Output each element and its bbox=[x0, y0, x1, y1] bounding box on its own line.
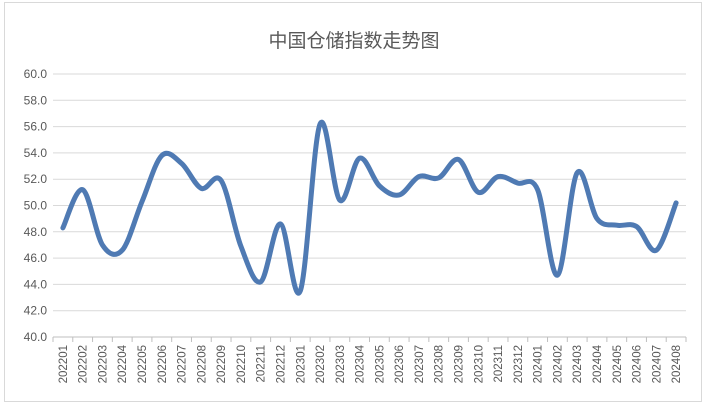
x-tick-label: 202402 bbox=[552, 345, 564, 383]
grid-layer bbox=[53, 73, 686, 338]
x-tick-label: 202401 bbox=[533, 345, 545, 383]
x-tick-label: 202208 bbox=[196, 345, 208, 383]
x-tick-label: 202304 bbox=[355, 344, 367, 383]
y-tick-label: 48.0 bbox=[24, 225, 48, 239]
x-tick-label: 202212 bbox=[275, 345, 287, 383]
chart-canvas: 中国仓储指数走势图 40.0 42.0 44.0 46.0 48.0 50.0 52.0 54… bbox=[24, 30, 687, 383]
x-tick-label: 202305 bbox=[374, 345, 386, 383]
x-tick-label: 202201 bbox=[58, 345, 70, 383]
y-tick-label: 56.0 bbox=[24, 120, 48, 134]
chart-title: 中国仓储指数走势图 bbox=[268, 30, 439, 52]
y-tick-label: 50.0 bbox=[24, 199, 48, 213]
x-tick-label: 202405 bbox=[612, 345, 624, 383]
x-tick-label: 202206 bbox=[157, 345, 169, 383]
y-tick-label: 54.0 bbox=[24, 146, 48, 160]
series-layer bbox=[60, 119, 679, 296]
y-tick-label: 46.0 bbox=[24, 251, 48, 265]
y-tick-label: 52.0 bbox=[24, 172, 48, 186]
x-tick-label: 202307 bbox=[414, 345, 426, 383]
x-tick-label: 202210 bbox=[236, 345, 248, 383]
y-tick-label: 60.0 bbox=[24, 67, 48, 81]
x-axis-ticks: 202201 202202 202203 202204 202205 202206 2022… bbox=[52, 337, 687, 383]
y-axis-ticks: 40.0 42.0 44.0 46.0 48.0 50.0 52.0 54.0 56.0 58.0… bbox=[24, 67, 48, 344]
x-tick-label: 202403 bbox=[572, 345, 584, 383]
x-tick-label: 202303 bbox=[335, 345, 347, 383]
y-tick-label: 40.0 bbox=[24, 330, 48, 344]
x-tick-label: 202205 bbox=[137, 345, 149, 383]
y-tick-label: 44.0 bbox=[24, 277, 48, 291]
x-tick-label: 202204 bbox=[117, 344, 129, 383]
y-tick-label: 42.0 bbox=[24, 304, 48, 318]
x-tick-label: 202309 bbox=[454, 345, 466, 383]
x-tick-label: 202211 bbox=[256, 345, 268, 383]
x-tick-label: 202203 bbox=[97, 345, 109, 383]
x-tick-label: 202404 bbox=[592, 344, 604, 383]
x-tick-label: 202310 bbox=[473, 345, 485, 383]
x-tick-label: 202312 bbox=[513, 345, 525, 383]
x-tick-label: 202302 bbox=[315, 345, 327, 383]
x-tick-label: 202301 bbox=[295, 345, 307, 383]
chart-frame: 中国仓储指数走势图 40.0 42.0 44.0 46.0 48.0 50.0 52.0 54… bbox=[4, 2, 702, 402]
x-tick-label: 202311 bbox=[493, 345, 505, 383]
x-tick-label: 202306 bbox=[394, 345, 406, 383]
y-tick-label: 58.0 bbox=[24, 93, 48, 107]
x-tick-label: 202406 bbox=[632, 345, 644, 383]
x-tick-label: 202209 bbox=[216, 345, 228, 383]
series-line bbox=[60, 119, 679, 296]
x-tick-label: 202308 bbox=[434, 345, 446, 383]
x-tick-label: 202202 bbox=[78, 345, 90, 383]
x-tick-label: 202408 bbox=[671, 345, 683, 383]
x-tick-label: 202207 bbox=[177, 345, 189, 383]
x-tick-label: 202407 bbox=[651, 345, 663, 383]
